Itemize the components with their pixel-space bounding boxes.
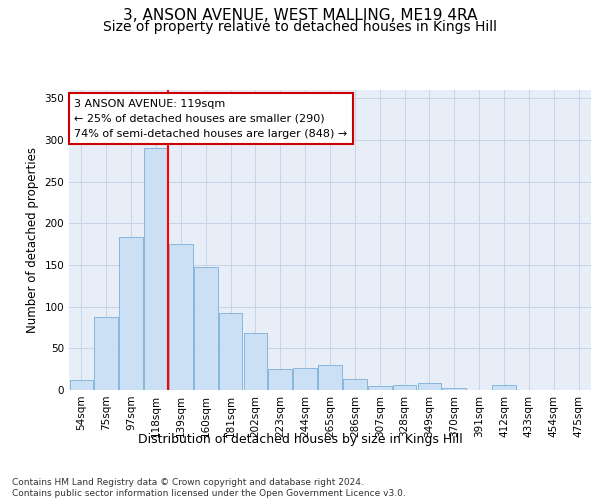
Bar — [194, 266, 218, 390]
Bar — [293, 368, 317, 390]
Bar — [70, 380, 93, 390]
Text: Contains HM Land Registry data © Crown copyright and database right 2024.
Contai: Contains HM Land Registry data © Crown c… — [12, 478, 406, 498]
Bar — [343, 379, 367, 390]
Bar — [418, 384, 441, 390]
Bar — [144, 148, 168, 390]
Bar — [94, 316, 118, 390]
Bar — [119, 236, 143, 390]
Text: 3 ANSON AVENUE: 119sqm
← 25% of detached houses are smaller (290)
74% of semi-de: 3 ANSON AVENUE: 119sqm ← 25% of detached… — [74, 99, 347, 138]
Bar — [492, 385, 516, 390]
Y-axis label: Number of detached properties: Number of detached properties — [26, 147, 39, 333]
Bar — [318, 365, 342, 390]
Bar — [169, 244, 193, 390]
Bar — [442, 388, 466, 390]
Bar — [393, 385, 416, 390]
Text: Distribution of detached houses by size in Kings Hill: Distribution of detached houses by size … — [137, 432, 463, 446]
Text: Size of property relative to detached houses in Kings Hill: Size of property relative to detached ho… — [103, 20, 497, 34]
Bar — [244, 334, 267, 390]
Text: 3, ANSON AVENUE, WEST MALLING, ME19 4RA: 3, ANSON AVENUE, WEST MALLING, ME19 4RA — [123, 8, 477, 22]
Bar — [219, 314, 242, 390]
Bar — [368, 386, 392, 390]
Bar — [268, 369, 292, 390]
